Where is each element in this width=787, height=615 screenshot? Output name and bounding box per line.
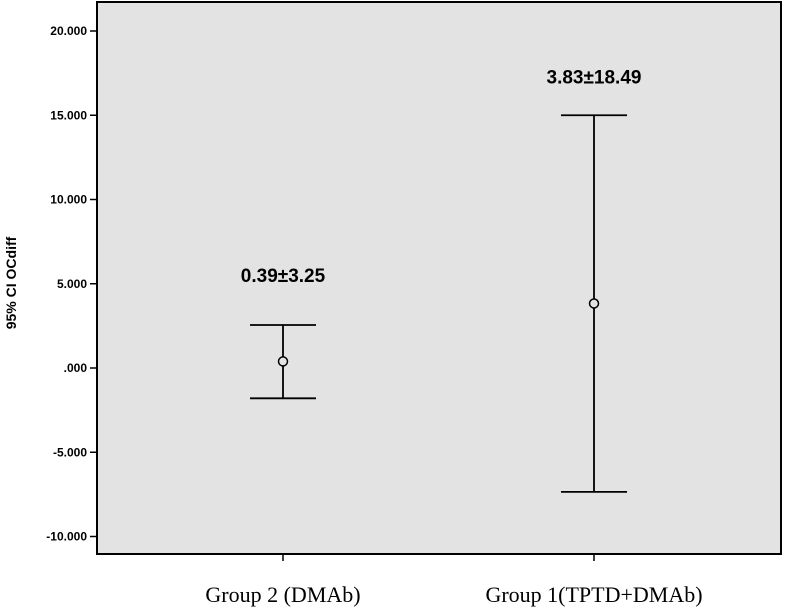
y-axis: 20.000 15.000 10.000 5.000 .000 -5.000 -10.000	[46, 24, 97, 544]
y-tick-label: 10.000	[50, 193, 87, 207]
error-bars: 0.39±3.25 3.83±18.49	[241, 67, 642, 493]
error-bar-group: 3.83±18.49	[547, 67, 642, 493]
y-tick-label: .000	[64, 361, 88, 375]
y-tick-label: 15.000	[50, 108, 87, 122]
y-tick-label: -5.000	[53, 445, 87, 459]
mean-sd-annotation: 3.83±18.49	[547, 67, 642, 88]
mean-point	[277, 356, 289, 367]
x-category-label: Group 2 (DMAb)	[205, 582, 360, 607]
y-tick-label: 20.000	[50, 24, 87, 38]
y-axis-label: 95% CI OCdiff	[3, 236, 19, 329]
y-tick-label: 5.000	[57, 277, 87, 291]
x-axis: Group 2 (DMAb) Group 1(TPTD+DMAb)	[205, 554, 703, 607]
mean-sd-annotation: 0.39±3.25	[241, 266, 326, 287]
error-bar-group: 0.39±3.25	[241, 266, 326, 400]
x-category-label: Group 1(TPTD+DMAb)	[485, 582, 702, 607]
y-tick-label: -10.000	[46, 530, 87, 544]
mean-point	[588, 298, 600, 309]
plot-area	[96, 1, 782, 555]
